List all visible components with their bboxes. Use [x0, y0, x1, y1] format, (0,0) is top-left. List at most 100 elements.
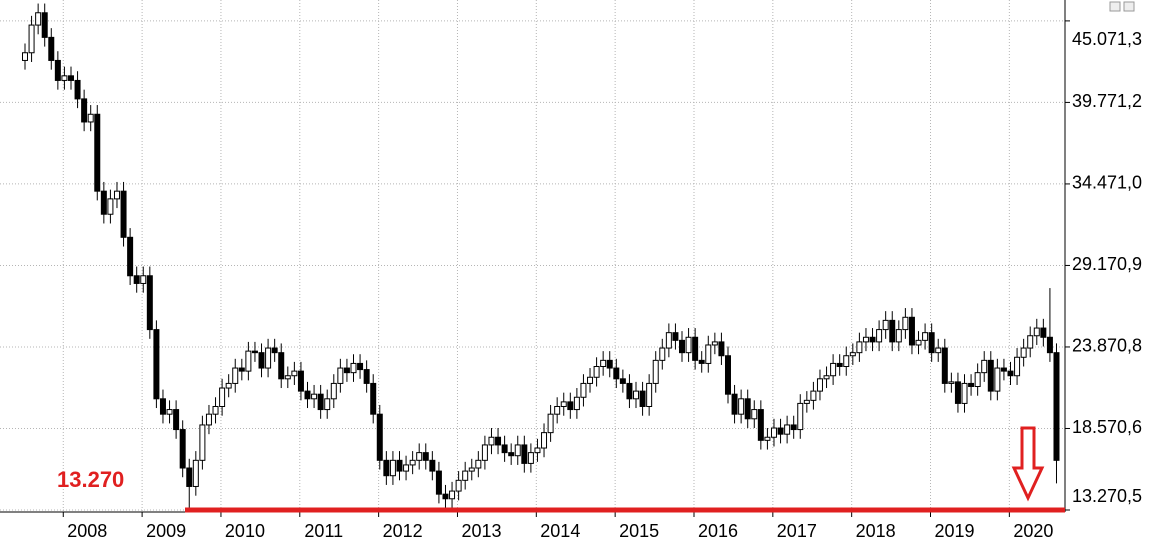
candle-body	[1000, 367, 1007, 372]
candle-body	[685, 336, 692, 354]
y-tick-label: 23.870,8	[1072, 336, 1142, 356]
candle-body	[554, 405, 561, 415]
candle-body	[120, 190, 127, 238]
candle-body	[389, 459, 396, 477]
candle-body	[652, 359, 659, 384]
candle-body	[212, 405, 219, 415]
candle-body	[449, 490, 456, 500]
candle-body	[626, 382, 633, 400]
candle-body	[790, 424, 797, 431]
candle-body	[600, 359, 607, 368]
candle-body	[278, 352, 285, 380]
candle-body	[968, 382, 975, 387]
candle-body	[718, 341, 725, 357]
candle-body	[948, 381, 955, 384]
candle-body	[521, 444, 528, 464]
candle-body	[869, 336, 876, 343]
minimize-button[interactable]	[1109, 1, 1121, 12]
candle-body	[823, 375, 830, 380]
candle-body	[915, 339, 922, 346]
candle-body	[954, 381, 961, 404]
candle-body	[922, 332, 929, 341]
candle-body	[1014, 356, 1021, 377]
candle-body	[895, 329, 902, 343]
x-tick-label: 2012	[383, 521, 423, 541]
candle-body	[1046, 336, 1053, 354]
candle-body	[468, 467, 475, 472]
candle-body	[258, 352, 265, 369]
x-tick-label: 2017	[777, 521, 817, 541]
candle-body	[429, 459, 436, 472]
candle-body	[639, 390, 646, 407]
candle-body	[862, 336, 869, 343]
candle-body	[324, 398, 331, 411]
y-tick-label: 18.570,6	[1072, 417, 1142, 437]
candle-body	[225, 382, 232, 389]
candle-body	[291, 370, 298, 377]
candle-body	[179, 429, 186, 469]
candle-body	[54, 59, 61, 81]
candle-body	[613, 367, 620, 380]
candle-body	[882, 319, 889, 331]
candle-body	[370, 382, 377, 415]
candle-body	[941, 347, 948, 384]
candle-body	[672, 332, 679, 341]
candle-body	[987, 359, 994, 392]
candle-body	[251, 350, 258, 354]
candle-body	[527, 452, 534, 464]
candle-body	[317, 393, 324, 411]
candle-body	[455, 479, 462, 492]
candle-body	[409, 459, 416, 466]
candle-body	[100, 190, 107, 215]
candle-body	[593, 366, 600, 378]
y-tick-label: 29.170,9	[1072, 254, 1142, 274]
candle-body	[192, 459, 199, 487]
x-tick-label: 2008	[67, 521, 107, 541]
candle-body	[836, 362, 843, 368]
candle-body	[777, 427, 784, 435]
candle-body	[140, 275, 147, 284]
candle-body	[902, 316, 909, 331]
candle-body	[133, 275, 140, 284]
candle-body	[462, 470, 469, 481]
candle-body	[238, 367, 245, 372]
candle-body	[573, 396, 580, 411]
candle-body	[284, 375, 291, 380]
candle-body	[48, 36, 55, 61]
candle-body	[28, 24, 35, 54]
candle-body	[744, 398, 751, 420]
candle-body	[757, 409, 764, 441]
candle-body	[363, 369, 370, 384]
x-tick-label: 2011	[304, 521, 343, 541]
candle-body	[889, 319, 896, 343]
y-tick-label: 34.471,0	[1072, 173, 1142, 193]
candle-body	[679, 339, 685, 354]
candle-body	[107, 198, 114, 215]
candle-body	[159, 398, 166, 415]
candle-body	[297, 370, 304, 392]
candle-body	[1020, 347, 1027, 358]
candle-body	[232, 367, 239, 384]
candle-body	[856, 341, 863, 354]
candle-body	[311, 393, 318, 400]
candle-body	[488, 436, 495, 446]
candle-body	[1027, 335, 1034, 349]
candle-body	[633, 390, 640, 400]
candle-body	[928, 332, 935, 354]
candle-body	[67, 75, 74, 81]
candle-body	[994, 367, 1001, 392]
x-tick-label: 2016	[698, 521, 738, 541]
candle-body	[146, 275, 153, 331]
candle-body	[849, 352, 856, 357]
candle-body	[271, 347, 278, 354]
candle-body	[166, 409, 173, 415]
candle-body	[205, 413, 212, 426]
candle-body	[665, 332, 672, 349]
x-tick-label: 2009	[146, 521, 186, 541]
restore-button[interactable]	[1123, 1, 1135, 12]
x-tick-label: 2013	[461, 521, 501, 541]
candle-body	[435, 470, 442, 495]
candle-body	[475, 459, 482, 469]
